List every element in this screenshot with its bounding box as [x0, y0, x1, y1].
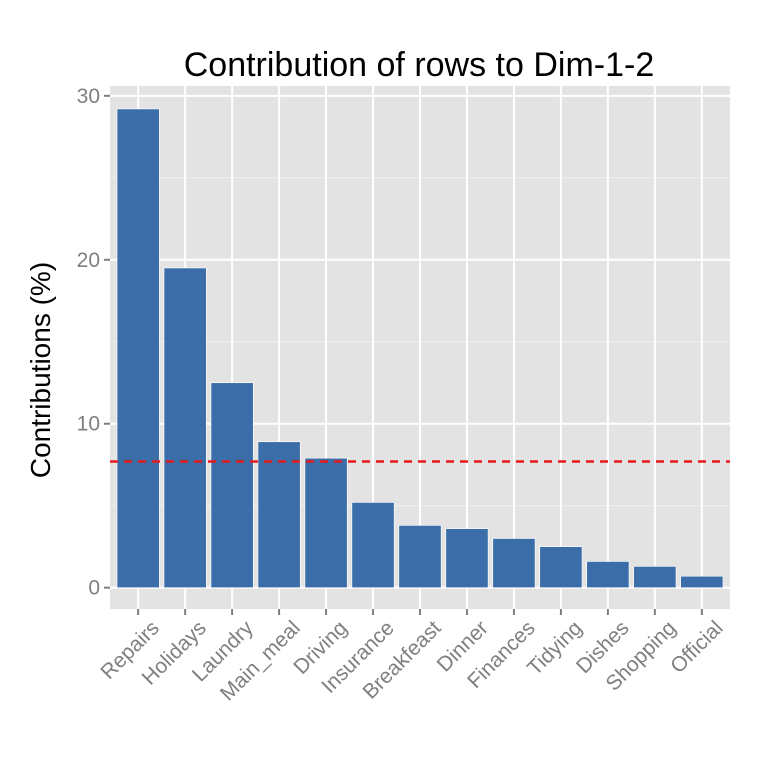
bar-tidying: [539, 546, 583, 588]
bar-dinner: [445, 528, 489, 588]
y-tick-label: 0: [88, 577, 100, 600]
y-tick-label: 10: [77, 413, 100, 436]
bar-holidays: [163, 267, 207, 588]
x-axis-ticks: RepairsHolidaysLaundryMain_mealDrivingIn…: [96, 609, 728, 705]
bar-shopping: [633, 566, 677, 588]
y-tick-label: 20: [77, 249, 100, 272]
bars: [116, 108, 724, 588]
y-axis-label: Contributions (%): [25, 262, 56, 478]
x-tick-label: Official: [666, 616, 727, 677]
bar-main_meal: [257, 441, 301, 588]
chart-title: Contribution of rows to Dim-1-2: [184, 46, 655, 84]
bar-dishes: [586, 561, 630, 588]
bar-laundry: [210, 382, 254, 588]
bar-driving: [304, 457, 348, 588]
bar-insurance: [351, 502, 395, 588]
y-axis-ticks: 0 10 20 30: [77, 85, 110, 600]
y-tick-label: 30: [77, 85, 100, 108]
bar-breakfeast: [398, 525, 442, 588]
bar-finances: [492, 538, 536, 588]
bar-repairs: [116, 108, 160, 588]
bar-official: [680, 575, 724, 588]
